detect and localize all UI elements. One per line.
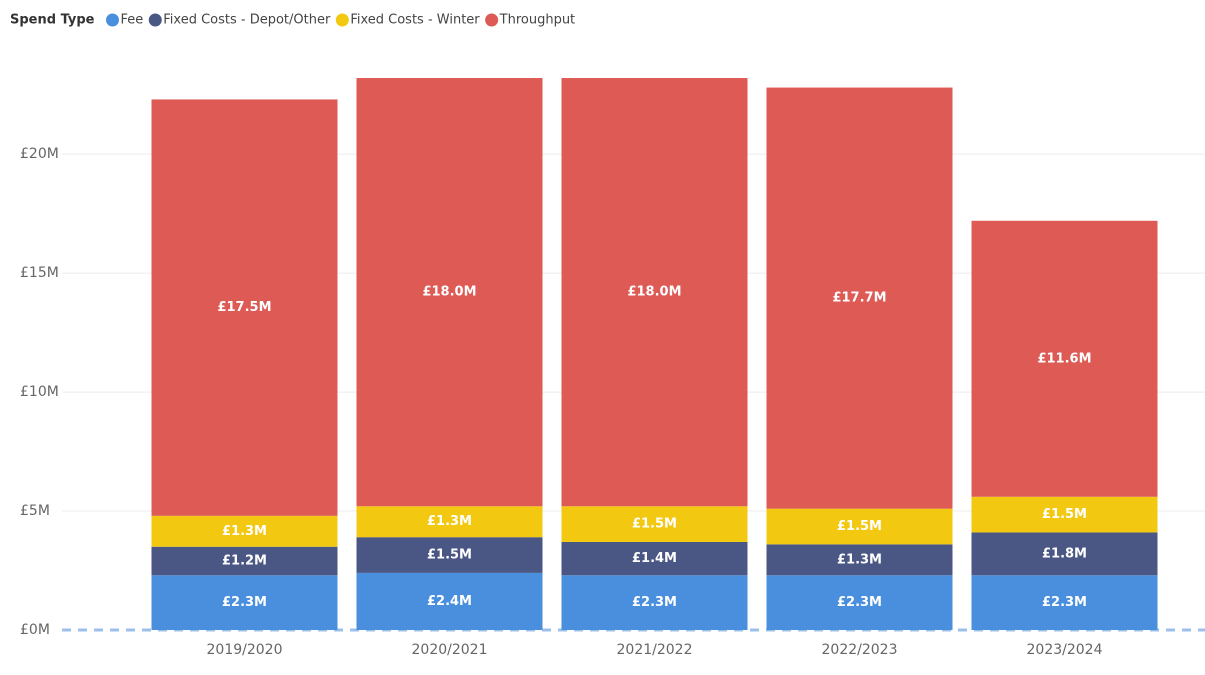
bar-segment [766, 575, 953, 630]
bar-segment [971, 532, 1158, 576]
bar-segment [766, 87, 953, 509]
legend-marker [106, 13, 119, 27]
legend-title: Spend Type [10, 13, 95, 28]
data-label: £1.3M [427, 514, 472, 529]
legend-marker [485, 13, 499, 27]
data-label: £1.8M [1042, 546, 1087, 561]
bar-segment [561, 506, 748, 542]
bar-segment [356, 537, 543, 573]
legend-label: Fixed Costs - Winter [350, 13, 480, 28]
x-tick-label: 2019/2020 [207, 642, 283, 658]
bar-segment [151, 575, 338, 630]
y-tick-label: £20M [20, 146, 59, 162]
bar-segment [561, 78, 748, 507]
data-label: £17.5M [217, 300, 271, 315]
data-label: £2.3M [1042, 595, 1087, 610]
bar-segment [356, 572, 543, 630]
data-label: £1.2M [222, 554, 267, 569]
data-label: £1.4M [632, 551, 677, 566]
data-label: £11.6M [1037, 351, 1091, 366]
legend-marker [335, 13, 349, 27]
data-label: £18.0M [627, 285, 681, 300]
data-label: £17.7M [832, 291, 886, 306]
data-label: £1.3M [837, 552, 882, 567]
data-label: £1.5M [1042, 507, 1087, 522]
y-tick-label: £15M [20, 265, 59, 281]
data-label: £2.3M [837, 595, 882, 610]
data-label: £1.5M [632, 517, 677, 532]
x-tick-label: 2021/2022 [617, 642, 693, 658]
legend-label: Throughput [499, 13, 576, 28]
bar-segment [971, 575, 1158, 630]
data-label: £1.5M [427, 548, 472, 563]
bar-segment [356, 506, 543, 538]
data-label: £2.4M [427, 594, 472, 609]
y-tick-label: £0M [20, 622, 50, 638]
data-label: £1.3M [222, 524, 267, 539]
bar-segment [151, 515, 338, 547]
x-tick-label: 2022/2023 [822, 642, 898, 658]
bar-segment [766, 508, 953, 545]
bar-segment [151, 99, 338, 516]
bar-segment [561, 575, 748, 630]
y-tick-label: £10M [20, 384, 59, 400]
legend-marker [148, 13, 162, 27]
bar-segment [356, 78, 543, 507]
bar-segment [971, 220, 1158, 497]
bar-segment [766, 544, 953, 576]
x-tick-label: 2020/2021 [412, 642, 488, 658]
bar-segment [561, 541, 748, 576]
bar-segment [151, 546, 338, 576]
bar-segment [971, 496, 1158, 533]
data-label: £18.0M [422, 285, 476, 300]
data-label: £2.3M [222, 595, 267, 610]
y-tick-label: £5M [20, 503, 50, 519]
x-tick-label: 2023/2024 [1027, 642, 1103, 658]
data-label: £1.5M [837, 519, 882, 534]
legend-label: Fixed Costs - Depot/Other [163, 13, 331, 28]
data-label: £2.3M [632, 595, 677, 610]
legend-label: Fee [121, 13, 144, 28]
